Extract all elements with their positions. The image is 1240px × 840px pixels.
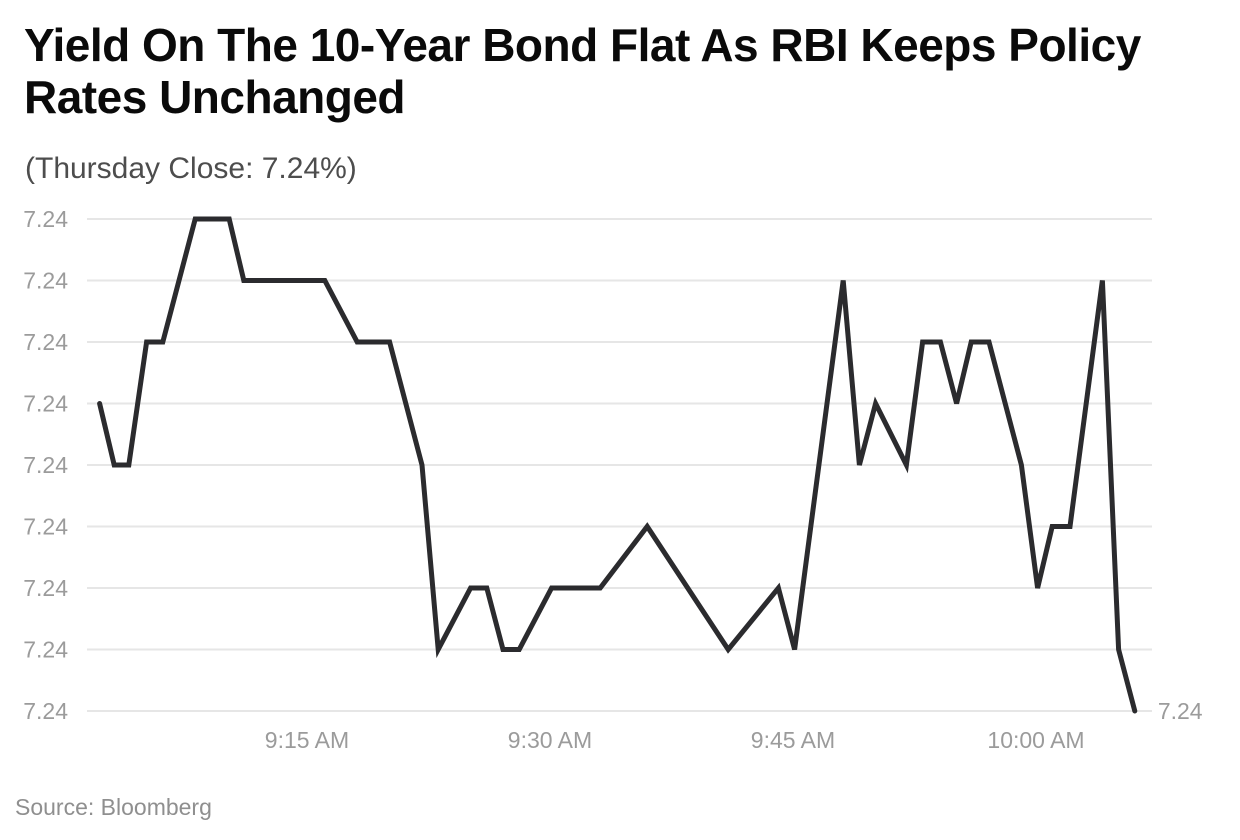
chart-title-line-2: Rates Unchanged	[24, 71, 406, 123]
y-tick-label: 7.24	[23, 452, 68, 478]
end-value-label: 7.24	[1158, 698, 1203, 724]
yield-line	[97, 216, 1138, 714]
y-tick-label: 7.24	[23, 329, 68, 355]
x-tick-label: 9:30 AM	[508, 727, 592, 753]
y-tick-label: 7.24	[23, 637, 68, 663]
y-tick-label: 7.24	[23, 698, 68, 724]
x-tick-label: 9:45 AM	[751, 727, 835, 753]
y-tick-label: 7.24	[23, 514, 68, 540]
y-tick-label: 7.24	[23, 268, 68, 294]
y-tick-label: 7.24	[23, 206, 68, 232]
y-tick-label: 7.24	[23, 575, 68, 601]
chart-title-line-1: Yield On The 10-Year Bond Flat As RBI Ke…	[24, 19, 1141, 71]
source-credit: Source: Bloomberg	[15, 794, 212, 820]
x-tick-label: 10:00 AM	[987, 727, 1084, 753]
y-tick-label: 7.24	[23, 391, 68, 417]
x-tick-label: 9:15 AM	[265, 727, 349, 753]
chart-subtitle: (Thursday Close: 7.24%)	[25, 152, 357, 185]
chart-title: Yield On The 10-Year Bond Flat As RBI Ke…	[24, 19, 1141, 123]
